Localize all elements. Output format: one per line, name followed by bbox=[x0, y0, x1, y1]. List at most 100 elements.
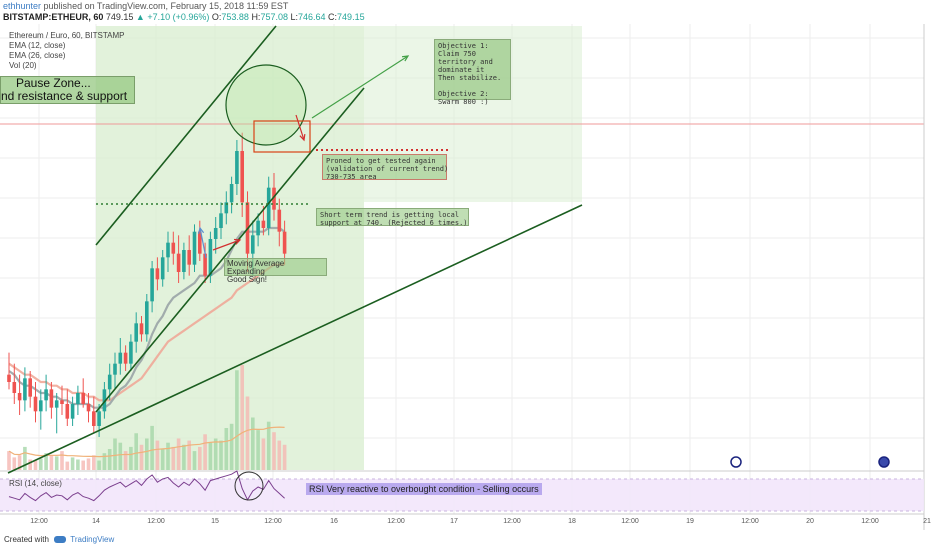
symbol-header: BITSTAMP:ETHEUR, 60 749.15 ▲ +7.10 (+0.9… bbox=[3, 12, 365, 22]
volume-bar bbox=[251, 417, 255, 470]
time-tick-label: 20 bbox=[806, 518, 814, 525]
volume-bar bbox=[134, 433, 138, 470]
event-marker-icon bbox=[730, 456, 742, 468]
volume-bar bbox=[150, 425, 154, 470]
pause-zone-line1: Pause Zone... bbox=[16, 76, 91, 90]
volume-bar bbox=[102, 453, 107, 470]
candle-body bbox=[129, 341, 133, 364]
pullback-arrow bbox=[295, 114, 305, 141]
time-tick-label: 12:00 bbox=[264, 518, 282, 525]
ma-red-arrow bbox=[212, 239, 241, 251]
time-tick-label: 12:00 bbox=[621, 518, 639, 525]
volume-bar bbox=[113, 438, 117, 470]
time-tick-label: 18 bbox=[568, 518, 576, 525]
volume-bar bbox=[224, 428, 229, 470]
volume-bar bbox=[160, 449, 165, 470]
candle-body bbox=[39, 400, 43, 412]
candle-body bbox=[224, 202, 229, 214]
volume-bar bbox=[277, 440, 282, 470]
moving-average-note: Moving Average Expanding Good Sign! bbox=[224, 258, 327, 284]
candle-body bbox=[7, 374, 11, 382]
publish-info: published on TradingView.com, February 1… bbox=[43, 1, 289, 11]
time-tick-label: 15 bbox=[211, 518, 219, 525]
legend-ema12[interactable]: EMA (12, close) bbox=[9, 41, 66, 50]
price-change: ▲ +7.10 (+0.96%) bbox=[135, 12, 210, 22]
rsi-circle bbox=[234, 471, 264, 501]
candle-body bbox=[166, 242, 170, 258]
ohlc-low: 746.64 bbox=[298, 12, 326, 22]
volume-bar bbox=[176, 438, 181, 470]
volume-bar bbox=[54, 456, 59, 470]
volume-bar bbox=[23, 446, 27, 470]
ohlc-o-label: O: bbox=[211, 12, 222, 22]
volume-bar bbox=[39, 458, 43, 470]
candle-body bbox=[113, 363, 117, 375]
volume-bar bbox=[198, 446, 202, 470]
volume-bar bbox=[229, 423, 234, 470]
candle-body bbox=[229, 184, 234, 203]
volume-bar bbox=[192, 451, 197, 470]
volume-bar bbox=[272, 432, 276, 470]
volume-bar bbox=[187, 440, 191, 470]
candle-body bbox=[171, 242, 176, 254]
volume-bar bbox=[70, 457, 75, 470]
candle-body bbox=[282, 231, 287, 254]
volume-bar bbox=[129, 446, 133, 470]
candle-body bbox=[187, 250, 191, 265]
legend-vol[interactable]: Vol (20) bbox=[9, 61, 37, 70]
time-tick-label: 17 bbox=[450, 518, 458, 525]
ema26-line bbox=[8, 263, 285, 402]
volume-bar bbox=[240, 365, 244, 470]
ma-blue-arrow bbox=[199, 227, 207, 259]
volume-bar bbox=[145, 438, 149, 470]
volume-bar bbox=[213, 438, 218, 470]
volume-bar bbox=[171, 446, 176, 470]
ma-red-arrow-head bbox=[233, 238, 242, 245]
time-tick-label: 16 bbox=[330, 518, 338, 525]
time-tick-label: 12:00 bbox=[147, 518, 165, 525]
rsi-legend[interactable]: RSI (14, close) bbox=[9, 479, 62, 488]
pause-zone-note: Pause Zone... nd resistance & support bbox=[0, 76, 135, 104]
short-term-note: Short term trend is getting local suppor… bbox=[316, 208, 469, 227]
time-tick-label: 12:00 bbox=[387, 518, 405, 525]
tradingview-logo-icon bbox=[54, 536, 67, 544]
volume-bar bbox=[182, 444, 186, 470]
candle-body bbox=[272, 187, 276, 210]
time-tick-label: 12:00 bbox=[503, 518, 521, 525]
candle-body bbox=[86, 404, 91, 412]
indicator-legend: Ethereum / Euro, 60, BITSTAMP EMA (12, c… bbox=[9, 31, 124, 71]
time-tick-label: 12:00 bbox=[30, 518, 48, 525]
channel-upper-line bbox=[95, 25, 277, 246]
volume-bar bbox=[261, 438, 266, 470]
volume-bar bbox=[65, 461, 70, 470]
volume-bar bbox=[44, 453, 48, 470]
candle-body bbox=[240, 151, 244, 203]
candle-body bbox=[49, 389, 54, 408]
tradingview-link[interactable]: TradingView bbox=[70, 535, 115, 544]
volume-bar bbox=[118, 442, 123, 470]
candle-body bbox=[81, 393, 85, 404]
symbol-name: BITSTAMP:ETHEUR, 60 bbox=[3, 12, 104, 22]
footer: Created with TradingView bbox=[4, 535, 114, 544]
legend-ema26[interactable]: EMA (26, close) bbox=[9, 51, 66, 60]
volume-bar bbox=[266, 421, 271, 470]
objective-note: Objective 1: Claim 750 territory and dom… bbox=[434, 39, 511, 106]
candle-body bbox=[219, 213, 223, 228]
legend-title: Ethereum / Euro, 60, BITSTAMP bbox=[9, 31, 125, 40]
volume-bar bbox=[92, 455, 96, 470]
volume-bar bbox=[49, 455, 54, 470]
author-link[interactable]: ethhunter bbox=[3, 1, 42, 11]
volume-bar bbox=[155, 440, 160, 470]
top-circle bbox=[225, 64, 307, 146]
volume-bar bbox=[17, 455, 22, 470]
ohlc-l-label: L: bbox=[290, 12, 298, 22]
ma-note-line1: Moving Average Expanding bbox=[227, 259, 285, 276]
ema12-line bbox=[8, 226, 286, 409]
volume-bar bbox=[60, 451, 64, 470]
candle-body bbox=[54, 400, 59, 408]
candle-body bbox=[12, 382, 17, 393]
ohlc-c-label: C: bbox=[328, 12, 338, 22]
candle-body bbox=[76, 393, 80, 404]
candle-body bbox=[17, 393, 22, 401]
volume-bar bbox=[166, 442, 170, 470]
